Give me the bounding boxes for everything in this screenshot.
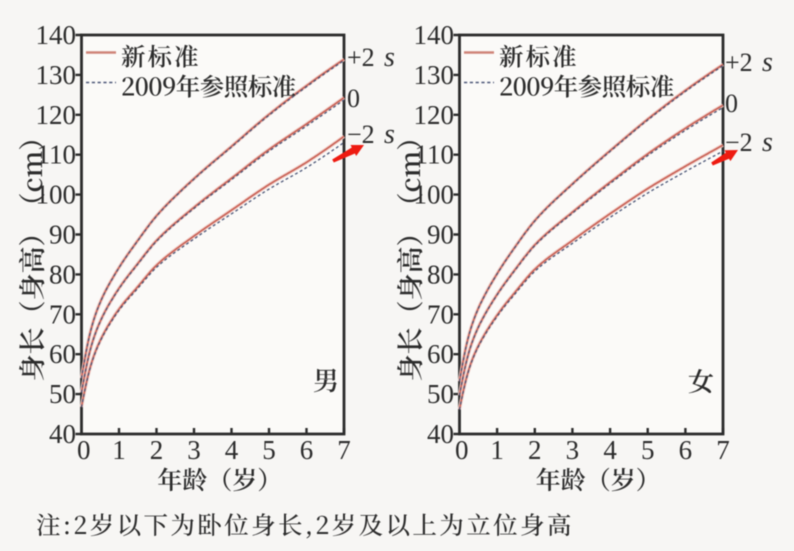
svg-text:40: 40 — [49, 419, 76, 449]
svg-text:120: 120 — [414, 100, 455, 130]
svg-text:−2: −2 — [347, 120, 375, 149]
svg-text:60: 60 — [49, 339, 76, 369]
svg-text:70: 70 — [427, 299, 454, 329]
svg-text:2: 2 — [528, 435, 542, 465]
svg-text:90: 90 — [49, 220, 76, 250]
svg-text:5: 5 — [641, 435, 655, 465]
svg-text:130: 130 — [414, 60, 455, 90]
svg-text:50: 50 — [427, 379, 454, 409]
svg-text:40: 40 — [427, 419, 454, 449]
svg-text:s: s — [384, 42, 395, 73]
svg-text:60: 60 — [427, 339, 454, 369]
svg-text:7: 7 — [716, 435, 730, 465]
svg-text:0: 0 — [725, 89, 738, 118]
svg-text:6: 6 — [300, 435, 314, 465]
svg-text:0: 0 — [455, 435, 469, 465]
svg-text:120: 120 — [36, 100, 77, 130]
svg-text:50: 50 — [49, 379, 76, 409]
svg-text:80: 80 — [49, 259, 76, 289]
svg-text:3: 3 — [566, 435, 580, 465]
svg-text:4: 4 — [603, 435, 617, 465]
svg-text:1: 1 — [112, 435, 126, 465]
svg-text:6: 6 — [679, 435, 693, 465]
svg-text:0: 0 — [77, 435, 91, 465]
svg-text:s: s — [762, 127, 773, 158]
svg-text:s: s — [762, 47, 773, 78]
svg-text:80: 80 — [427, 259, 454, 289]
svg-text:70: 70 — [49, 299, 76, 329]
svg-text:90: 90 — [427, 220, 454, 250]
svg-text:+2: +2 — [725, 48, 753, 77]
svg-text:2: 2 — [150, 435, 164, 465]
svg-text:4: 4 — [225, 435, 239, 465]
svg-text:s: s — [384, 119, 395, 150]
svg-text:5: 5 — [262, 435, 276, 465]
svg-text:3: 3 — [187, 435, 201, 465]
svg-text:7: 7 — [337, 435, 351, 465]
svg-text:130: 130 — [36, 60, 77, 90]
svg-text:+2: +2 — [347, 43, 375, 72]
svg-text:110: 110 — [415, 140, 455, 170]
svg-text:110: 110 — [37, 140, 77, 170]
svg-text:140: 140 — [36, 20, 77, 50]
svg-text:1: 1 — [490, 435, 504, 465]
svg-text:0: 0 — [347, 84, 360, 113]
svg-text:140: 140 — [414, 20, 455, 50]
